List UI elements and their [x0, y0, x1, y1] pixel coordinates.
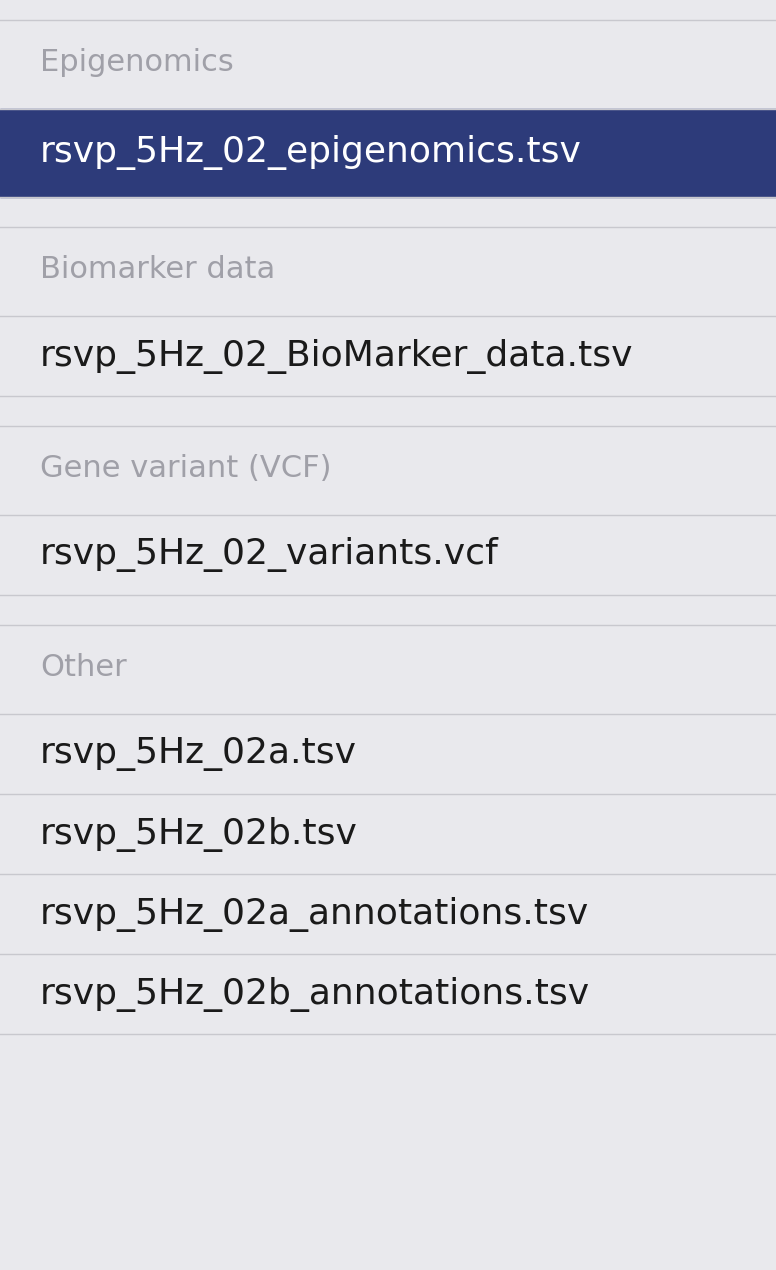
Bar	[0, 794, 776, 874]
Bar	[0, 316, 776, 396]
Bar	[0, 874, 776, 954]
Bar	[0, 516, 776, 596]
Bar	[0, 954, 776, 1034]
Text: Other: Other	[40, 653, 126, 682]
Text: Gene variant (VCF): Gene variant (VCF)	[40, 453, 331, 483]
Bar	[0, 109, 776, 197]
Text: rsvp_5Hz_02a.tsv: rsvp_5Hz_02a.tsv	[40, 737, 357, 771]
Text: rsvp_5Hz_02_BioMarker_data.tsv: rsvp_5Hz_02_BioMarker_data.tsv	[40, 339, 633, 373]
Text: rsvp_5Hz_02_epigenomics.tsv: rsvp_5Hz_02_epigenomics.tsv	[40, 136, 582, 170]
Text: rsvp_5Hz_02b_annotations.tsv: rsvp_5Hz_02b_annotations.tsv	[40, 977, 590, 1011]
Text: rsvp_5Hz_02a_annotations.tsv: rsvp_5Hz_02a_annotations.tsv	[40, 897, 589, 931]
Text: Epigenomics: Epigenomics	[40, 48, 234, 77]
Text: Biomarker data: Biomarker data	[40, 255, 275, 284]
Text: rsvp_5Hz_02b.tsv: rsvp_5Hz_02b.tsv	[40, 817, 358, 851]
Bar	[0, 714, 776, 794]
Text: rsvp_5Hz_02_variants.vcf: rsvp_5Hz_02_variants.vcf	[40, 537, 499, 573]
